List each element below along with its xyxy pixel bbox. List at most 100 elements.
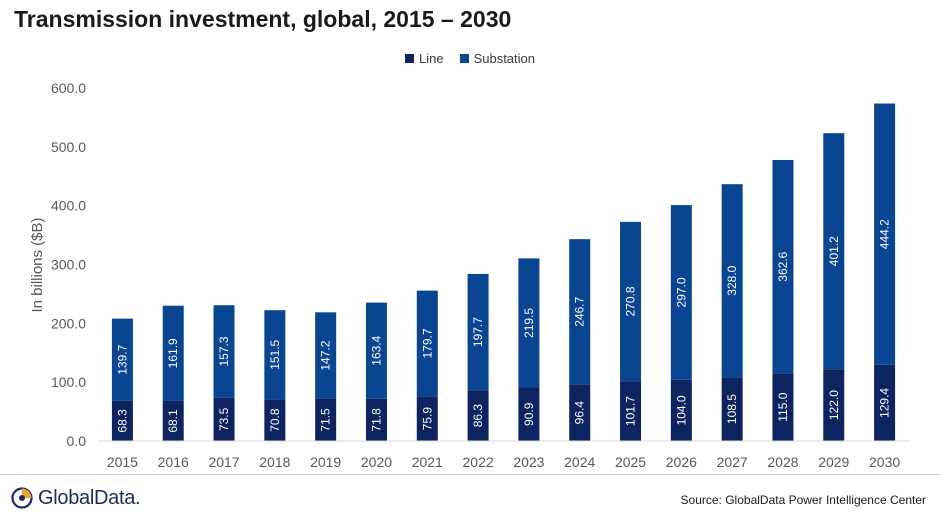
x-tick-label: 2029 [818,454,849,470]
bar-segment-substation [620,221,642,382]
x-tick-label: 2023 [513,454,544,470]
data-label: 163.4 [369,335,383,365]
data-label: 75.9 [420,407,434,431]
y-tick-label: 400.0 [51,198,86,214]
data-label: 270.8 [624,286,638,316]
bar-segment-substation [569,239,591,385]
bar-segment-substation [365,302,387,399]
bars-group: 68.3 139.7 68.1 161.9 73.5 157.3 70.8 151.5 71.5… [111,103,896,441]
y-tick-label: 200.0 [51,315,86,331]
data-label: 179.7 [420,328,434,358]
bar-segment-line [264,399,286,441]
data-label: 96.4 [573,401,587,425]
y-tick-label: 500.0 [51,139,86,155]
y-axis-title: In billions ($B) [29,217,46,312]
bar-segment-substation [518,258,540,388]
data-label: 151.5 [268,339,282,369]
bar-segment-substation [264,310,286,400]
bar-segment-line [315,398,337,441]
x-axis: 2015 2016 2017 2018 2019 2020 2021 2022 2023 2024… [97,440,910,470]
chart-title: Transmission investment, global, 2015 – … [14,6,512,32]
y-tick-label: 0.0 [67,433,87,449]
x-tick-label: 2019 [310,454,341,470]
x-tick-label: 2017 [208,454,239,470]
bar-segment-substation [467,273,489,391]
data-label: 297.0 [674,277,688,307]
data-label: 71.8 [369,408,383,432]
bar-segment-line [772,373,794,441]
data-label: 68.1 [166,409,180,433]
legend-swatch-substation [459,54,469,63]
data-label: 246.7 [573,296,587,326]
data-label: 139.7 [115,344,129,374]
bar-segment-line [874,364,896,441]
data-label: 71.5 [319,408,333,432]
x-tick-label: 2020 [361,454,392,470]
bar-segment-substation [213,305,235,398]
data-label: 108.5 [725,394,739,424]
x-tick-label: 2018 [259,454,290,470]
x-tick-label: 2015 [107,454,138,470]
data-label: 90.9 [522,402,536,426]
x-tick-label: 2030 [869,454,900,470]
chart-legend: Line Substation [0,51,940,66]
x-tick-label: 2021 [412,454,443,470]
y-tick-label: 100.0 [51,374,86,390]
logo-text: GlobalData. [38,486,141,509]
data-label: 70.8 [268,408,282,432]
bar-segment-substation [823,133,845,370]
legend-label-line: Line [418,51,444,66]
data-label: 73.5 [217,407,231,431]
bar-segment-line [111,400,133,441]
bar-segment-substation [772,160,794,374]
legend-label-substation: Substation [473,51,535,66]
bar-segment-line [467,390,489,441]
bar-segment-substation [162,305,184,401]
data-label: 219.5 [522,308,536,338]
y-axis: 0.0 100.0 200.0 300.0 400.0 500.0 600.0 [51,80,86,449]
bar-segment-substation [416,290,438,397]
bar-segment-line [670,379,692,441]
data-label: 444.2 [878,219,892,249]
bar-segment-line [162,400,184,441]
data-label: 328.0 [725,265,739,295]
bar-segment-line [416,396,438,441]
data-label: 362.6 [776,251,790,281]
x-tick-label: 2025 [615,454,646,470]
bar-segment-line [823,369,845,441]
bar-segment-line [365,398,387,441]
bar-segment-substation [721,184,743,378]
bar-segment-substation [315,312,337,399]
data-label: 161.9 [166,338,180,368]
footer-divider [0,474,940,475]
data-label: 122.0 [827,390,841,420]
stacked-bar-chart: 0.0 100.0 200.0 300.0 400.0 500.0 600.0 68.3 13… [29,80,910,470]
data-label: 86.3 [471,404,485,428]
x-tick-label: 2027 [717,454,748,470]
data-label: 115.0 [776,392,790,421]
x-tick-label: 2024 [564,454,595,470]
data-label: 104.0 [674,395,688,425]
x-tick-label: 2022 [463,454,494,470]
legend-swatch-line [404,54,414,63]
data-label: 129.4 [878,388,892,418]
data-label: 197.7 [471,317,485,347]
globaldata-logo: GlobalData. [10,486,141,510]
globaldata-logo-icon [11,487,33,509]
x-tick-label: 2028 [767,454,798,470]
bar-segment-line [569,384,591,441]
bar-segment-line [620,381,642,441]
bar-segment-substation [111,318,133,401]
bar-segment-line [213,397,235,441]
data-label: 157.3 [217,336,231,366]
bar-segment-substation [874,103,896,365]
y-tick-label: 600.0 [51,80,86,96]
x-tick-label: 2026 [666,454,697,470]
y-tick-label: 300.0 [51,257,86,273]
bar-segment-line [518,387,540,441]
data-label: 147.2 [319,340,333,370]
x-tick-label: 2016 [158,454,189,470]
legend-item-line: Line [404,51,444,66]
data-label: 101.7 [624,396,638,426]
bar-segment-line [721,377,743,441]
